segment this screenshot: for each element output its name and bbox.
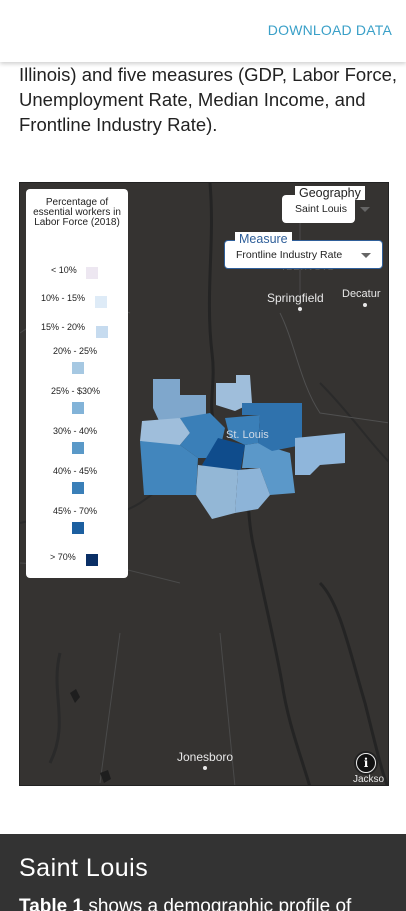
road (99, 632, 121, 784)
legend-label: 30% - 40% (53, 426, 98, 436)
section-body: Table 1 shows a demographic profile of (19, 896, 351, 911)
river (48, 652, 62, 764)
county[interactable] (242, 403, 302, 451)
legend-item: 30% - 40% (26, 423, 128, 457)
measure-value: Frontline Industry Rate (236, 249, 343, 261)
legend-swatch (72, 402, 84, 414)
legend-label: 10% - 15% (41, 293, 86, 303)
legend-item: < 10% (26, 261, 128, 295)
top-bar: DOWNLOAD DATA (0, 0, 406, 62)
legend-label: < 10% (51, 265, 77, 275)
legend-item: 15% - 20% (26, 319, 128, 353)
legend-label: 25% - $30% (51, 386, 101, 396)
legend-item: 20% - 25% (26, 343, 128, 377)
table-reference[interactable]: Table 1 (19, 896, 84, 911)
geography-select[interactable]: Geography Saint Louis (282, 186, 370, 223)
lake (70, 689, 80, 703)
county[interactable] (140, 418, 190, 445)
choropleth-map[interactable]: ILLINOIS Springfield Decatur St. Louis J… (19, 182, 389, 786)
river (207, 183, 216, 424)
legend-label: 20% - 25% (53, 346, 98, 356)
city-label-st-louis: St. Louis (226, 429, 269, 441)
lake (100, 770, 111, 783)
county[interactable] (242, 443, 295, 495)
legend-swatch (96, 326, 108, 338)
intro-paragraph: Illinois) and five measures (GDP, Labor … (19, 64, 398, 135)
legend-label: 15% - 20% (41, 322, 86, 332)
county[interactable] (295, 433, 345, 475)
section-body-text: shows a demographic profile of (83, 896, 352, 911)
city-label-jackson: Jackso (353, 774, 385, 785)
legend-item: 45% - 70% (26, 503, 128, 537)
legend-swatch (86, 267, 98, 279)
county[interactable] (225, 415, 260, 445)
city-label-jonesboro: Jonesboro (177, 750, 234, 764)
legend-swatch (95, 296, 107, 308)
legend-item: 25% - $30% (26, 383, 128, 417)
legend-swatch (86, 554, 98, 566)
legend-label: > 70% (50, 552, 76, 562)
county[interactable] (235, 468, 270, 513)
map-legend: Percentage of essential workers in Labor… (26, 189, 128, 578)
city-label-springfield: Springfield (267, 291, 324, 305)
city-dot-jonesboro (203, 766, 207, 770)
county[interactable] (196, 465, 238, 519)
geography-label: Geography (295, 186, 365, 200)
region-section: Saint Louis Table 1 shows a demographic … (0, 834, 406, 911)
river (319, 382, 388, 463)
legend-title: Percentage of essential workers in Labor… (33, 197, 121, 228)
legend-label: 45% - 70% (53, 506, 98, 516)
section-title: Saint Louis (19, 854, 149, 882)
county[interactable] (216, 375, 252, 411)
city-label-decatur: Decatur (342, 288, 381, 300)
city-dot-decatur (363, 303, 367, 307)
legend-swatch (72, 442, 84, 454)
county[interactable] (202, 438, 245, 473)
legend-swatch (72, 522, 84, 534)
legend-item: 40% - 45% (26, 463, 128, 497)
legend-label: 40% - 45% (53, 466, 98, 476)
measure-select[interactable]: Measure Frontline Industry Rate (224, 232, 383, 269)
road (219, 632, 236, 785)
river (318, 581, 388, 785)
info-button[interactable]: i (354, 751, 378, 775)
download-data-link[interactable]: DOWNLOAD DATA (267, 22, 392, 38)
measure-label: Measure (235, 232, 292, 246)
geography-value: Saint Louis (295, 203, 347, 215)
measure-chevron-down-icon (361, 253, 371, 258)
map-basemap (20, 183, 388, 785)
legend-swatch (72, 482, 84, 494)
info-icon: i (357, 754, 375, 772)
county[interactable] (140, 441, 198, 495)
road (279, 312, 388, 424)
city-dot-springfield (298, 307, 302, 311)
legend-swatch (72, 362, 84, 374)
geography-chevron-down-icon (360, 207, 370, 212)
legend-item: 10% - 15% (26, 290, 128, 324)
legend-item: > 70% (26, 549, 128, 583)
